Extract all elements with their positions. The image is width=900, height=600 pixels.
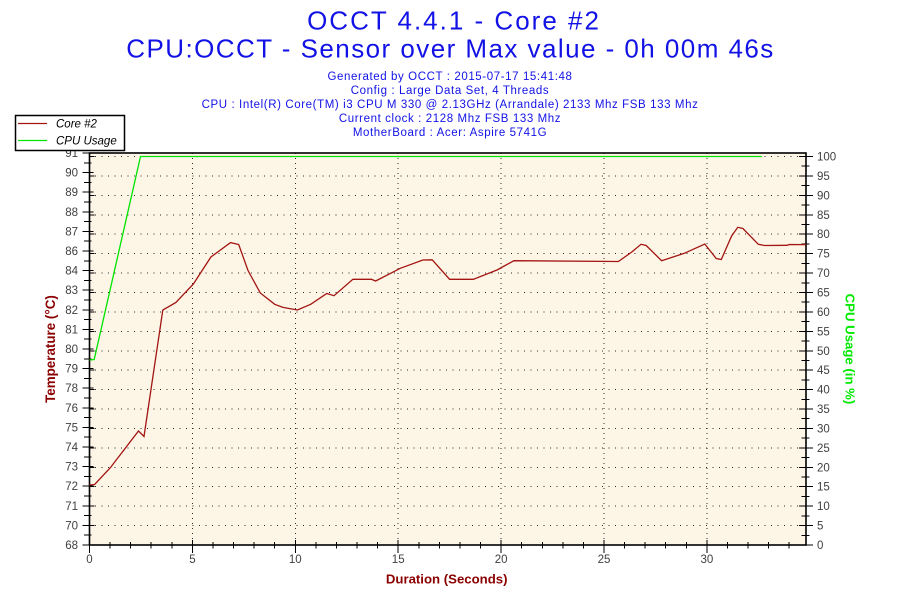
svg-text:89: 89: [65, 187, 78, 199]
svg-text:81: 81: [65, 324, 78, 336]
svg-text:CPU Usage: CPU Usage: [56, 136, 117, 148]
svg-text:20: 20: [495, 554, 508, 566]
svg-text:15: 15: [817, 482, 830, 494]
svg-text:75: 75: [817, 249, 830, 261]
svg-text:30: 30: [701, 554, 714, 566]
svg-text:Core #2: Core #2: [56, 119, 98, 131]
svg-text:85: 85: [817, 210, 830, 222]
svg-text:Current clock : 2128 Mhz FSB 1: Current clock : 2128 Mhz FSB 133 Mhz: [339, 113, 561, 125]
svg-text:Generated by OCCT : 2015-07-17: Generated by OCCT : 2015-07-17 15:41:48: [327, 71, 572, 83]
svg-text:CPU : Intel(R) Core(TM) i3 CPU: CPU : Intel(R) Core(TM) i3 CPU M 330 @ 2…: [202, 99, 699, 111]
svg-text:90: 90: [817, 190, 830, 202]
svg-text:80: 80: [65, 344, 78, 356]
svg-text:70: 70: [817, 268, 830, 280]
svg-text:86: 86: [65, 246, 78, 258]
svg-text:10: 10: [289, 554, 302, 566]
svg-text:45: 45: [817, 365, 830, 377]
svg-text:CPU Usage (in %): CPU Usage (in %): [843, 294, 858, 405]
svg-text:83: 83: [65, 285, 78, 297]
svg-text:25: 25: [598, 554, 611, 566]
svg-text:79: 79: [65, 364, 78, 376]
svg-text:90: 90: [65, 168, 78, 180]
svg-text:25: 25: [817, 443, 830, 455]
svg-text:84: 84: [65, 266, 78, 278]
svg-text:OCCT 4.4.1 - Core #2: OCCT 4.4.1 - Core #2: [307, 6, 601, 36]
svg-text:74: 74: [65, 442, 78, 454]
svg-text:5: 5: [189, 554, 195, 566]
svg-text:55: 55: [817, 326, 830, 338]
svg-text:71: 71: [65, 501, 78, 513]
svg-text:10: 10: [817, 501, 830, 513]
svg-text:87: 87: [65, 226, 78, 238]
svg-text:5: 5: [817, 521, 823, 533]
svg-text:95: 95: [817, 171, 830, 183]
svg-text:70: 70: [65, 520, 78, 532]
svg-text:78: 78: [65, 383, 78, 395]
svg-text:0: 0: [817, 540, 823, 552]
svg-text:82: 82: [65, 305, 78, 317]
svg-text:100: 100: [817, 152, 836, 164]
svg-text:MotherBoard : Acer: Aspire 574: MotherBoard : Acer: Aspire 5741G: [353, 127, 547, 139]
svg-text:76: 76: [65, 403, 78, 415]
svg-text:20: 20: [817, 462, 830, 474]
svg-text:0: 0: [86, 554, 92, 566]
svg-text:50: 50: [817, 346, 830, 358]
svg-text:72: 72: [65, 481, 78, 493]
svg-text:35: 35: [817, 404, 830, 416]
svg-text:60: 60: [817, 307, 830, 319]
svg-text:Config : Large Data Set, 4 Thr: Config : Large Data Set, 4 Threads: [351, 85, 550, 97]
svg-text:80: 80: [817, 229, 830, 241]
svg-text:68: 68: [65, 540, 78, 552]
svg-text:75: 75: [65, 422, 78, 434]
svg-text:88: 88: [65, 207, 78, 219]
svg-text:Duration (Seconds): Duration (Seconds): [386, 572, 508, 587]
svg-text:15: 15: [392, 554, 405, 566]
svg-text:73: 73: [65, 462, 78, 474]
svg-text:Temperature (°C): Temperature (°C): [43, 295, 58, 403]
svg-text:30: 30: [817, 423, 830, 435]
svg-text:40: 40: [817, 385, 830, 397]
svg-text:CPU:OCCT - Sensor over Max val: CPU:OCCT - Sensor over Max value - 0h 00…: [126, 34, 775, 64]
svg-text:65: 65: [817, 288, 830, 300]
